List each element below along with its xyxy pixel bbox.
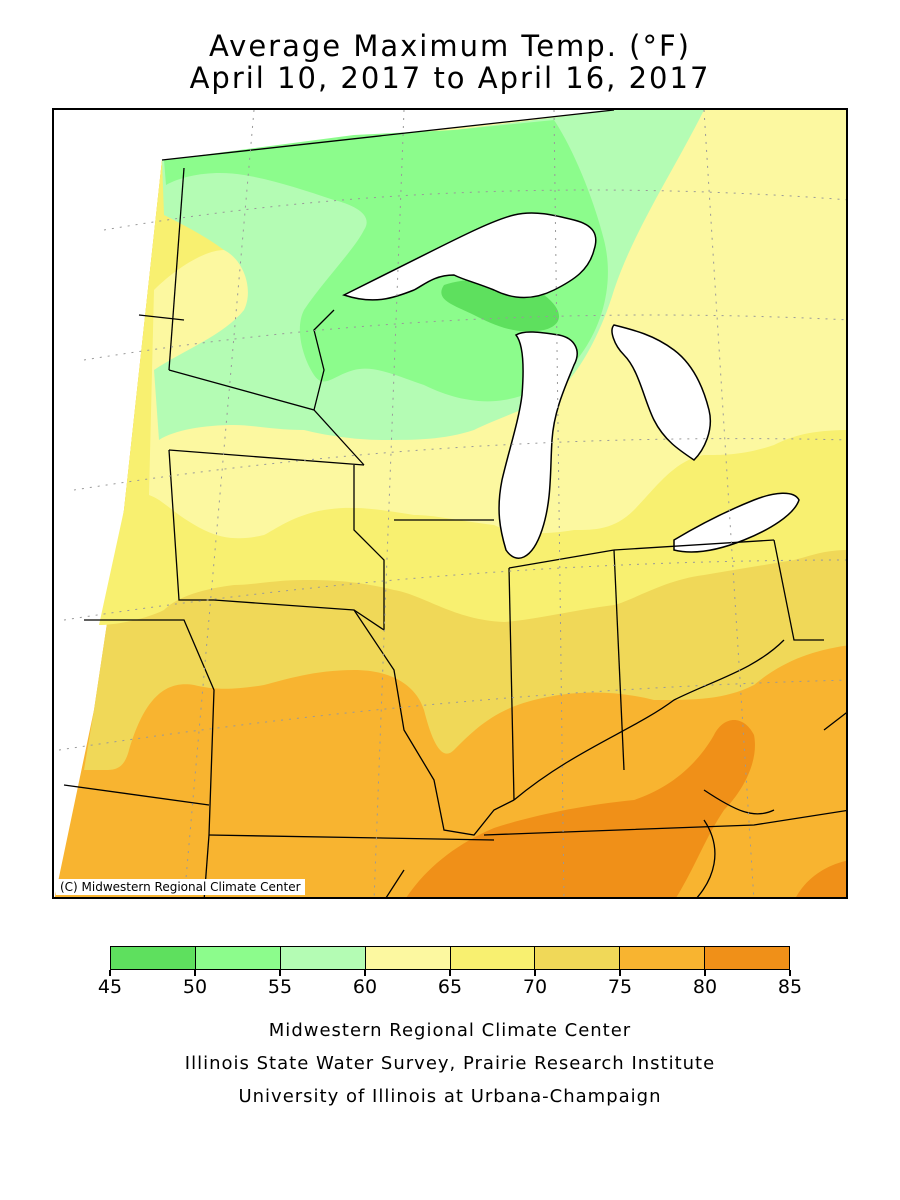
legend-tick-mark — [789, 970, 791, 976]
legend-swatch — [620, 947, 706, 969]
legend-swatch — [111, 947, 196, 969]
map-graphic — [54, 110, 846, 897]
legend-tick-label: 80 — [692, 976, 718, 998]
legend-tick-label: 55 — [267, 976, 293, 998]
legend-colorbar — [110, 946, 790, 970]
legend-tick-label: 60 — [352, 976, 378, 998]
legend-tick-label: 70 — [522, 976, 548, 998]
legend-tick-label: 85 — [777, 976, 803, 998]
lake-michigan — [498, 331, 578, 559]
credit-survey: Illinois State Water Survey, Prairie Res… — [184, 1053, 716, 1074]
legend-swatch — [365, 947, 451, 969]
legend-swatch — [705, 947, 789, 969]
zone-80-85-east — [796, 860, 846, 897]
legend-tick-mark — [109, 970, 111, 976]
legend-tick-label: 45 — [97, 976, 123, 998]
legend-tick-mark — [534, 970, 536, 976]
copyright-label: (C) Midwestern Regional Climate Center — [56, 879, 305, 895]
temperature-map: (C) Midwestern Regional Climate Center — [52, 108, 848, 899]
legend-swatch — [280, 947, 366, 969]
legend-tick-mark — [279, 970, 281, 976]
legend-tick-mark — [619, 970, 621, 976]
map-title: Average Maximum Temp. (°F) — [209, 29, 691, 63]
legend-tick-mark — [194, 970, 196, 976]
lake-superior — [342, 212, 597, 301]
lake-huron — [611, 324, 711, 461]
zone-80-85 — [406, 720, 755, 897]
zone-50-55 — [164, 120, 608, 402]
legend-swatch — [450, 947, 536, 969]
legend-swatch — [535, 947, 621, 969]
legend-swatch — [195, 947, 281, 969]
graticule — [58, 110, 846, 897]
legend-tick-label: 75 — [607, 976, 633, 998]
legend-tick-label: 65 — [437, 976, 463, 998]
legend-tick-mark — [704, 970, 706, 976]
lake-erie — [673, 492, 800, 553]
map-date-range: April 10, 2017 to April 16, 2017 — [189, 61, 711, 95]
legend-tick-label: 50 — [182, 976, 208, 998]
credit-organization: Midwestern Regional Climate Center — [268, 1020, 632, 1041]
legend-tick-mark — [449, 970, 451, 976]
credit-university: University of Illinois at Urbana-Champai… — [238, 1086, 662, 1107]
state-borders — [63, 110, 846, 897]
legend-tick-mark — [364, 970, 366, 976]
